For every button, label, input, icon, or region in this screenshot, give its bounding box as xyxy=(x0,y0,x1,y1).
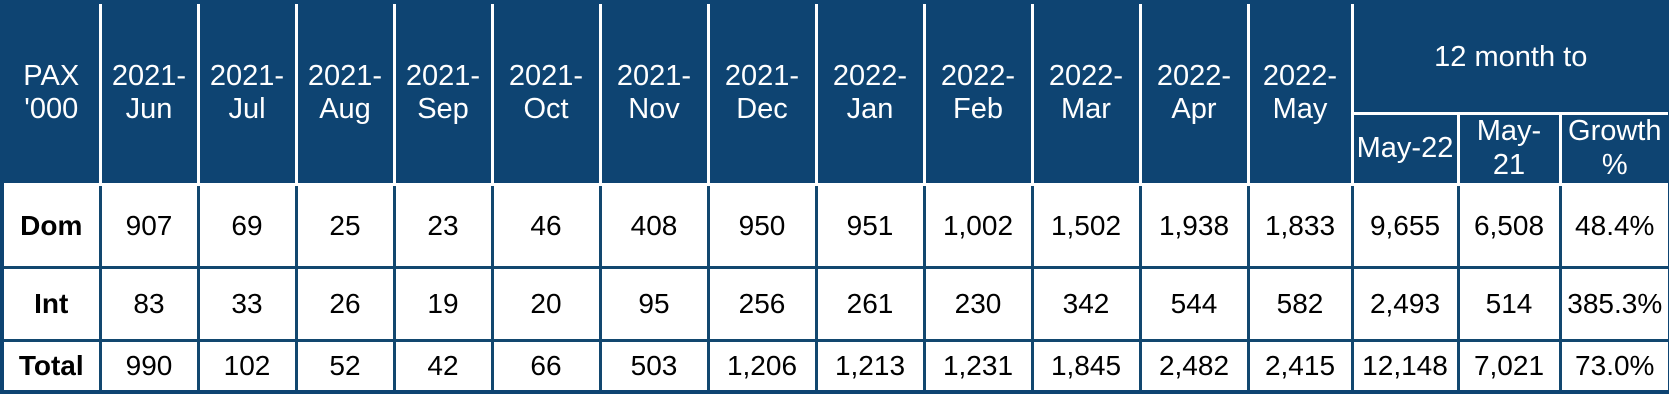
row-label-total: Total xyxy=(0,338,102,394)
data-cell: 2,415 xyxy=(1246,338,1354,394)
data-cell: 951 xyxy=(814,182,926,269)
month-header: 2021-Jun xyxy=(98,0,200,186)
data-cell: 1,502 xyxy=(1030,182,1142,269)
month-header: 2022-Feb xyxy=(922,0,1034,186)
data-cell: 102 xyxy=(196,338,298,394)
data-cell: 26 xyxy=(294,265,396,342)
data-cell: 408 xyxy=(598,182,710,269)
row-label-int: Int xyxy=(0,265,102,342)
data-cell: 990 xyxy=(98,338,200,394)
data-cell-12mo-may22: 12,148 xyxy=(1350,338,1460,394)
data-cell: 950 xyxy=(706,182,818,269)
data-cell: 544 xyxy=(1138,265,1250,342)
data-cell: 907 xyxy=(98,182,200,269)
data-cell: 66 xyxy=(490,338,602,394)
data-cell-12mo-may21: 514 xyxy=(1456,265,1562,342)
month-header: 2022-May xyxy=(1246,0,1354,186)
row-label-dom: Dom xyxy=(0,182,102,269)
data-cell: 1,845 xyxy=(1030,338,1142,394)
data-cell: 42 xyxy=(392,338,494,394)
data-cell: 1,002 xyxy=(922,182,1034,269)
data-cell: 1,231 xyxy=(922,338,1034,394)
month-header: 2022-Apr xyxy=(1138,0,1250,186)
sub-header-growth: Growth % xyxy=(1558,112,1669,186)
data-cell: 20 xyxy=(490,265,602,342)
data-cell-12mo-may21: 7,021 xyxy=(1456,338,1562,394)
data-cell: 1,206 xyxy=(706,338,818,394)
data-cell: 2,482 xyxy=(1138,338,1250,394)
pax-table: PAX '000 2021-Jun 2021-Jul 2021-Aug 2021… xyxy=(0,0,1669,394)
sub-header-may-21: May-21 xyxy=(1456,112,1562,186)
data-cell: 33 xyxy=(196,265,298,342)
sub-header-may-22: May-22 xyxy=(1350,112,1460,186)
month-header: 2022-Mar xyxy=(1030,0,1142,186)
data-cell: 582 xyxy=(1246,265,1354,342)
data-cell: 23 xyxy=(392,182,494,269)
month-header: 2022-Jan xyxy=(814,0,926,186)
data-cell: 52 xyxy=(294,338,396,394)
month-header: 2021-Oct xyxy=(490,0,602,186)
month-header: 2021-Nov xyxy=(598,0,710,186)
data-cell: 69 xyxy=(196,182,298,269)
data-cell: 1,833 xyxy=(1246,182,1354,269)
month-header: 2021-Dec xyxy=(706,0,818,186)
corner-header-pax: PAX '000 xyxy=(0,0,102,186)
data-cell: 1,938 xyxy=(1138,182,1250,269)
data-cell: 25 xyxy=(294,182,396,269)
data-cell: 503 xyxy=(598,338,710,394)
data-cell-growth: 385.3% xyxy=(1558,265,1669,342)
data-cell: 261 xyxy=(814,265,926,342)
table-row-int: Int 83 33 26 19 20 95 256 261 230 342 54… xyxy=(0,265,1669,342)
data-cell: 95 xyxy=(598,265,710,342)
month-header: 2021-Aug xyxy=(294,0,396,186)
month-header: 2021-Sep xyxy=(392,0,494,186)
data-cell-growth: 73.0% xyxy=(1558,338,1669,394)
group-header-12-month-to: 12 month to xyxy=(1350,0,1669,115)
data-cell: 230 xyxy=(922,265,1034,342)
data-cell: 46 xyxy=(490,182,602,269)
data-cell-12mo-may21: 6,508 xyxy=(1456,182,1562,269)
table-row-total: Total 990 102 52 42 66 503 1,206 1,213 1… xyxy=(0,338,1669,394)
data-cell: 1,213 xyxy=(814,338,926,394)
data-cell-12mo-may22: 2,493 xyxy=(1350,265,1460,342)
month-header: 2021-Jul xyxy=(196,0,298,186)
data-cell: 83 xyxy=(98,265,200,342)
data-cell-growth: 48.4% xyxy=(1558,182,1669,269)
table-row-dom: Dom 907 69 25 23 46 408 950 951 1,002 1,… xyxy=(0,182,1669,269)
data-cell: 342 xyxy=(1030,265,1142,342)
data-cell: 256 xyxy=(706,265,818,342)
data-cell-12mo-may22: 9,655 xyxy=(1350,182,1460,269)
data-cell: 19 xyxy=(392,265,494,342)
